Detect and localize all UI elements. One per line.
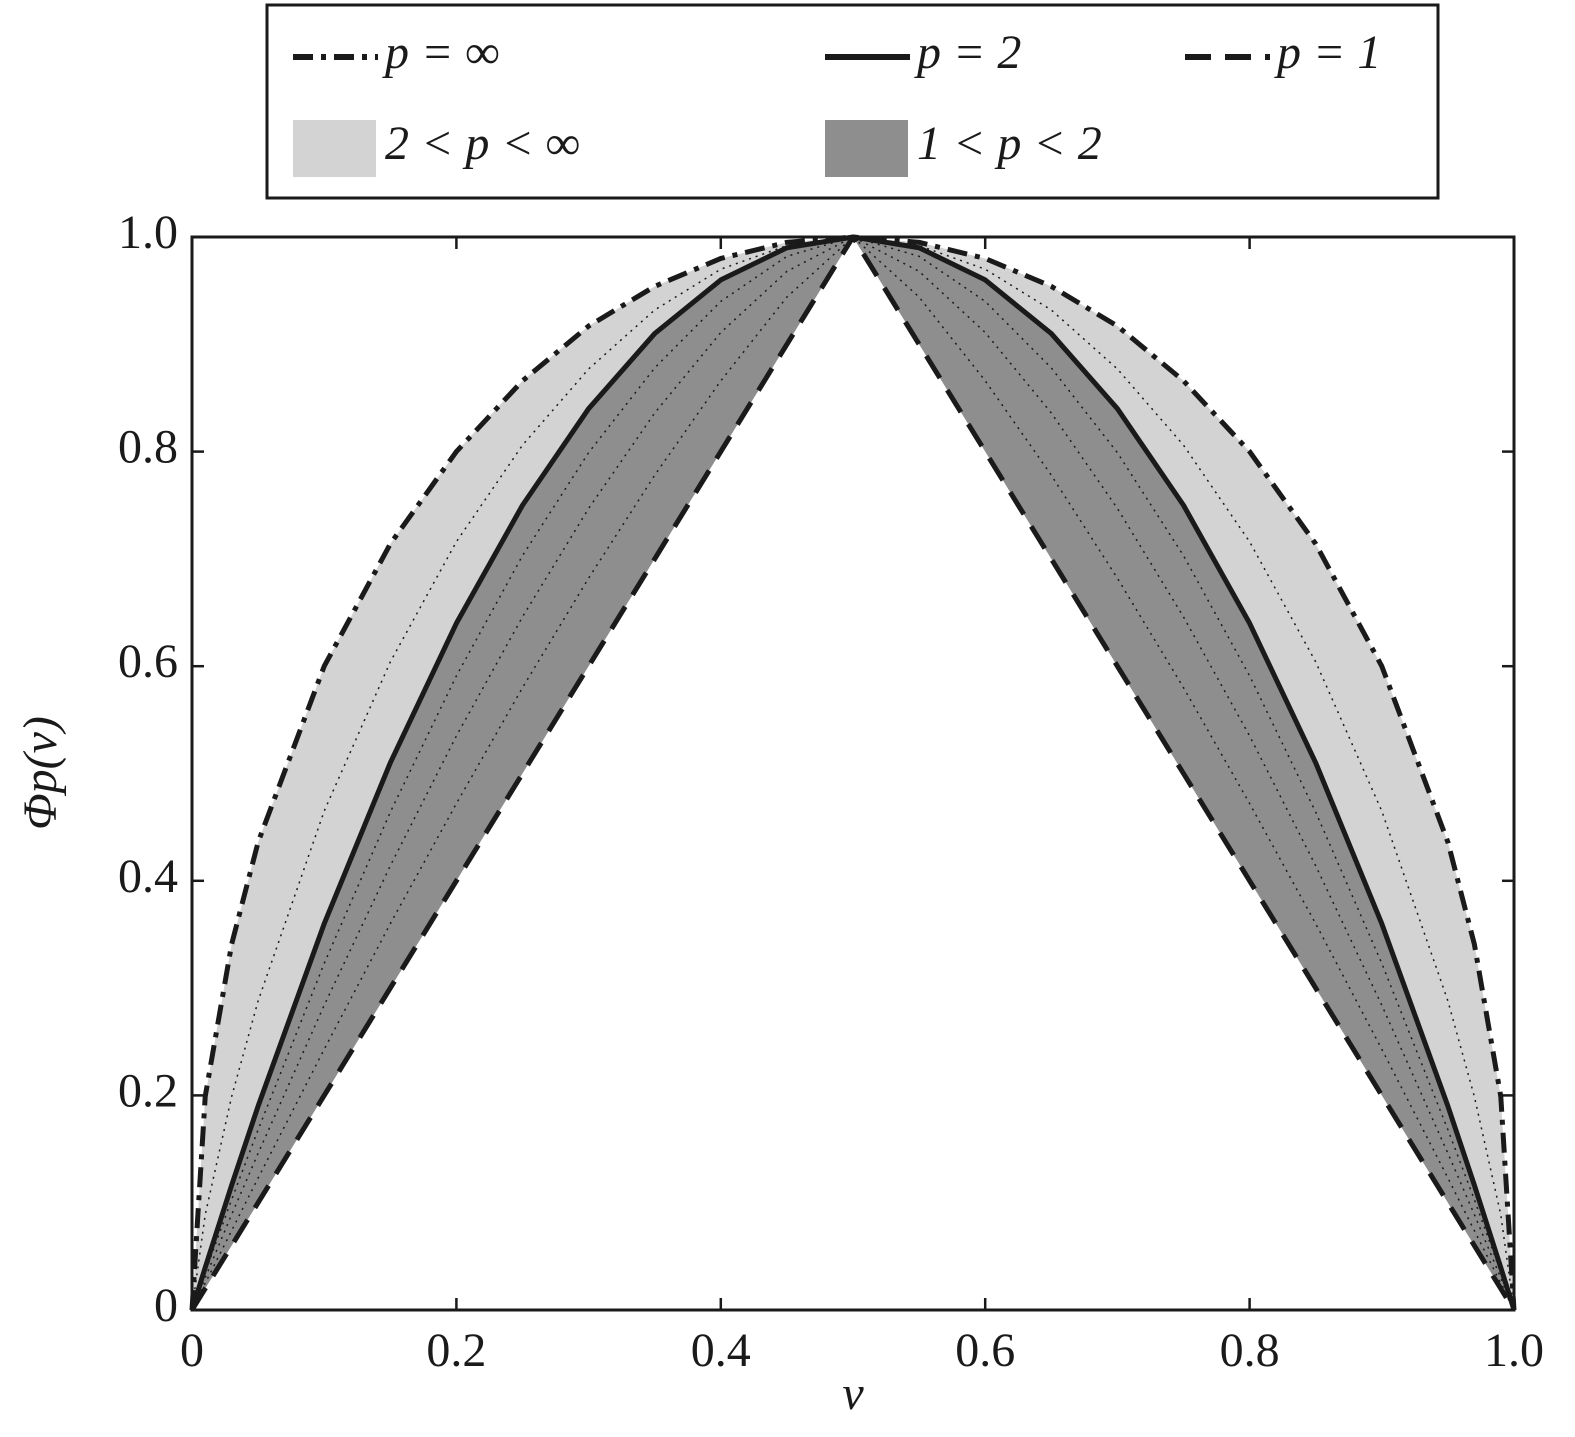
legend-label: p = 1 [1274, 26, 1381, 79]
y-tick-label: 0.8 [118, 421, 178, 474]
band-area [192, 237, 1514, 1310]
legend-label: 2 < p < ∞ [385, 117, 580, 170]
legend-label: 1 < p < 2 [917, 117, 1102, 170]
legend-box [265, 3, 1440, 200]
x-tick-label: 0 [180, 1324, 204, 1377]
legend-label: p = ∞ [382, 26, 500, 79]
x-tick-label: 0.2 [426, 1324, 486, 1377]
y-tick-label: 0.2 [118, 1064, 178, 1117]
y-tick-label: 1.0 [118, 206, 178, 259]
y-axis-label: Φp(v) [14, 716, 67, 830]
legend-swatch [293, 120, 376, 177]
x-tick-label: 0.4 [691, 1324, 751, 1377]
y-tick-label: 0.6 [118, 635, 178, 688]
series-line [189, 234, 1517, 1311]
x-tick-label: 1.0 [1484, 1324, 1544, 1377]
legend-label: p = 2 [914, 26, 1021, 79]
x-axis-label: v [842, 1367, 864, 1420]
y-tick-label: 0 [154, 1279, 178, 1332]
x-tick-label: 0.8 [1220, 1324, 1280, 1377]
plot-frame [190, 235, 1516, 1312]
y-tick-label: 0.4 [118, 850, 178, 903]
dotted-line [191, 236, 1515, 1311]
legend-swatch [825, 120, 908, 177]
x-tick-label: 0.6 [955, 1324, 1015, 1377]
